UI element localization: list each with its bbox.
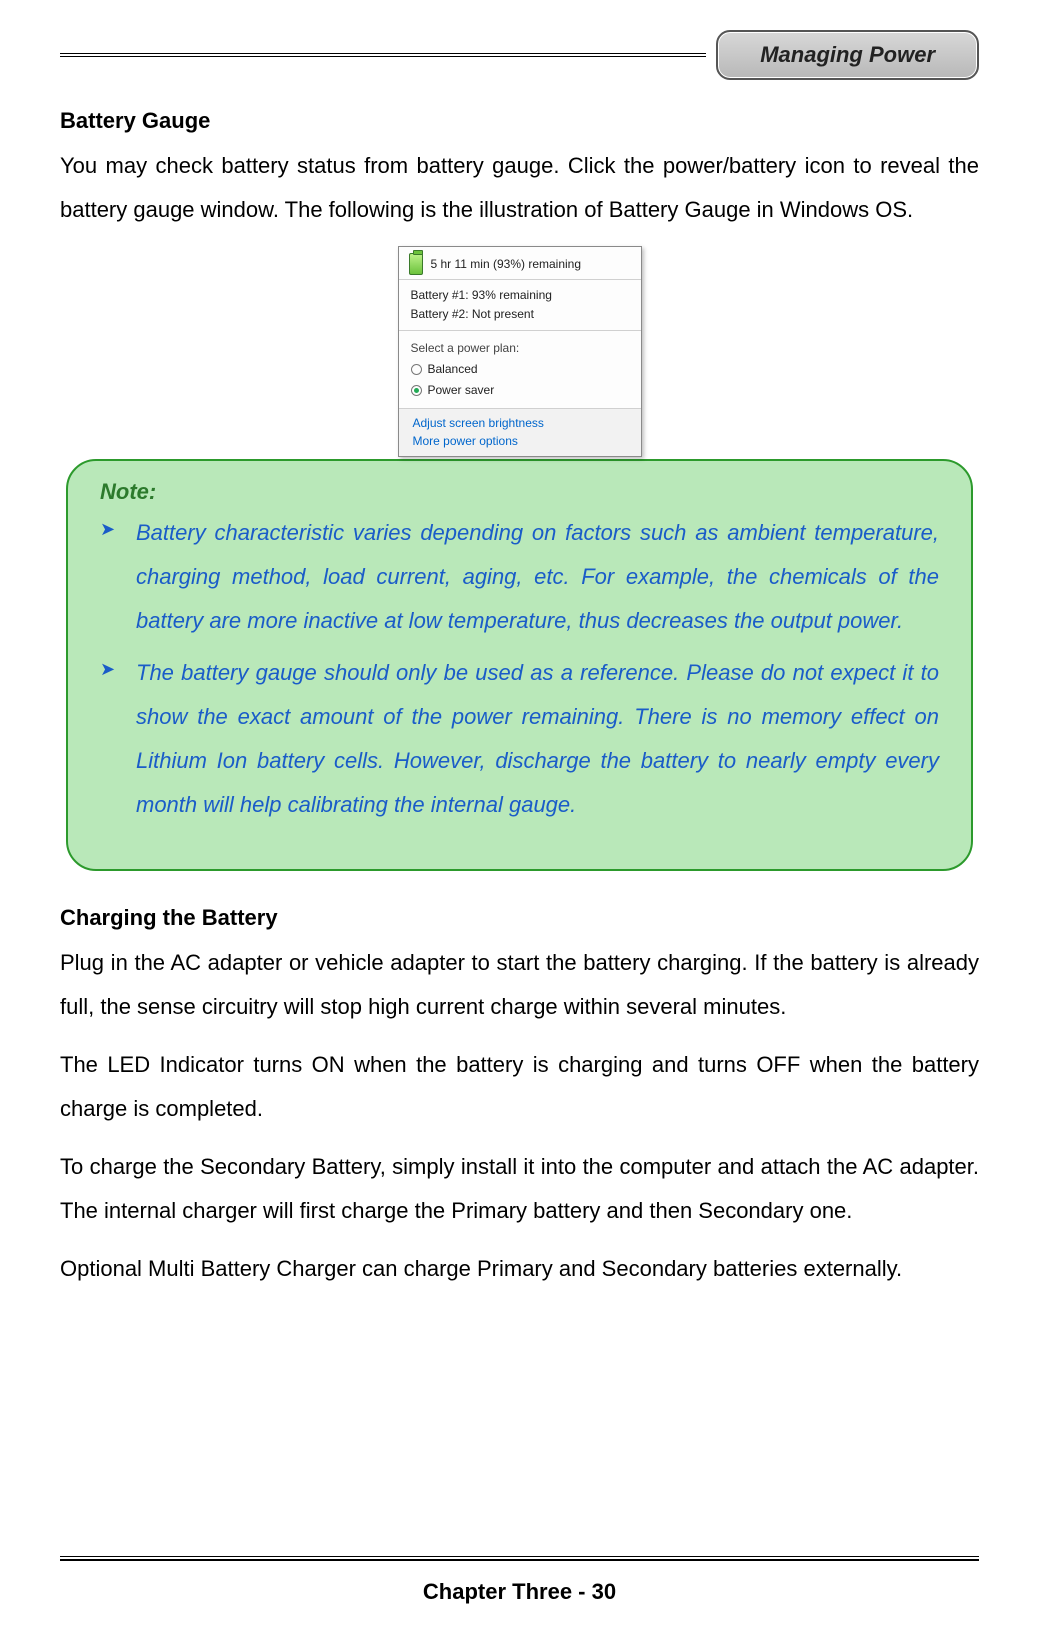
paragraph-battery-gauge: You may check battery status from batter… <box>60 144 979 232</box>
power-plan-label: Select a power plan: <box>411 339 629 358</box>
battery-1-status: Battery #1: 93% remaining <box>411 286 629 305</box>
battery-icon <box>409 253 423 275</box>
paragraph-charging-1: Plug in the AC adapter or vehicle adapte… <box>60 941 979 1029</box>
footer-text: Chapter Three - 30 <box>60 1579 979 1605</box>
heading-battery-gauge: Battery Gauge <box>60 108 979 134</box>
page-footer: Chapter Three - 30 <box>60 1556 979 1605</box>
note-box: Note: ➤ Battery characteristic varies de… <box>66 459 973 871</box>
note-item-1: ➤ Battery characteristic varies dependin… <box>100 511 939 643</box>
popup-remaining-text: 5 hr 11 min (93%) remaining <box>431 257 582 271</box>
page-header: Managing Power <box>60 30 979 80</box>
note-item-2: ➤ The battery gauge should only be used … <box>100 651 939 827</box>
paragraph-charging-3: To charge the Secondary Battery, simply … <box>60 1145 979 1233</box>
battery-2-status: Battery #2: Not present <box>411 305 629 324</box>
battery-gauge-popup: 5 hr 11 min (93%) remaining Battery #1: … <box>398 246 642 457</box>
battery-gauge-figure: 5 hr 11 min (93%) remaining Battery #1: … <box>60 246 979 457</box>
radio-balanced-label: Balanced <box>428 359 478 381</box>
paragraph-charging-2: The LED Indicator turns ON when the batt… <box>60 1043 979 1131</box>
note-title: Note: <box>100 479 939 505</box>
header-rule <box>60 53 706 57</box>
radio-power-saver-label: Power saver <box>428 380 495 402</box>
radio-balanced[interactable]: Balanced <box>411 359 629 381</box>
note-text-2: The battery gauge should only be used as… <box>136 651 939 827</box>
heading-charging-battery: Charging the Battery <box>60 905 979 931</box>
popup-battery-list: Battery #1: 93% remaining Battery #2: No… <box>399 279 641 330</box>
popup-summary-row: 5 hr 11 min (93%) remaining <box>399 247 641 279</box>
link-more-power-options[interactable]: More power options <box>413 432 627 450</box>
paragraph-charging-4: Optional Multi Battery Charger can charg… <box>60 1247 979 1291</box>
popup-power-plan: Select a power plan: Balanced Power save… <box>399 330 641 407</box>
bullet-icon: ➤ <box>100 651 136 680</box>
note-text-1: Battery characteristic varies depending … <box>136 511 939 643</box>
link-adjust-brightness[interactable]: Adjust screen brightness <box>413 414 627 432</box>
footer-rule <box>60 1556 979 1561</box>
popup-footer: Adjust screen brightness More power opti… <box>399 408 641 456</box>
bullet-icon: ➤ <box>100 511 136 540</box>
radio-icon <box>411 364 422 375</box>
header-badge: Managing Power <box>716 30 979 80</box>
radio-power-saver[interactable]: Power saver <box>411 380 629 402</box>
radio-icon-selected <box>411 385 422 396</box>
